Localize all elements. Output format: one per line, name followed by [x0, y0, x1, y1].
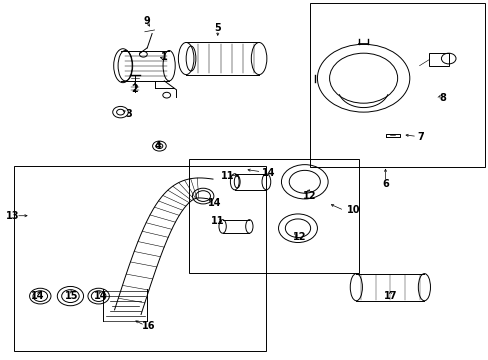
Text: 14: 14	[94, 291, 107, 301]
Text: 3: 3	[125, 109, 132, 119]
Text: 17: 17	[383, 291, 396, 301]
Text: 9: 9	[143, 16, 150, 26]
Bar	[428, 53, 448, 66]
Text: 12: 12	[302, 191, 316, 201]
Text: 5: 5	[214, 23, 221, 33]
Text: 14: 14	[261, 168, 274, 178]
Text: 2: 2	[131, 84, 138, 94]
Bar	[14, 166, 266, 351]
Text: 7: 7	[416, 132, 423, 142]
Text: 14: 14	[31, 291, 44, 301]
Text: 8: 8	[438, 93, 445, 103]
Bar	[188, 158, 358, 273]
Bar	[309, 3, 484, 167]
Text: 11: 11	[211, 216, 224, 226]
Text: 13: 13	[6, 211, 20, 221]
Text: 1: 1	[161, 52, 167, 62]
Text: 14: 14	[207, 198, 221, 208]
Text: 16: 16	[142, 321, 156, 332]
Text: 15: 15	[65, 291, 79, 301]
Text: 10: 10	[346, 205, 359, 215]
Text: 11: 11	[220, 171, 234, 181]
Text: 4: 4	[154, 141, 161, 151]
Text: 6: 6	[381, 179, 388, 189]
Text: 12: 12	[292, 232, 306, 242]
